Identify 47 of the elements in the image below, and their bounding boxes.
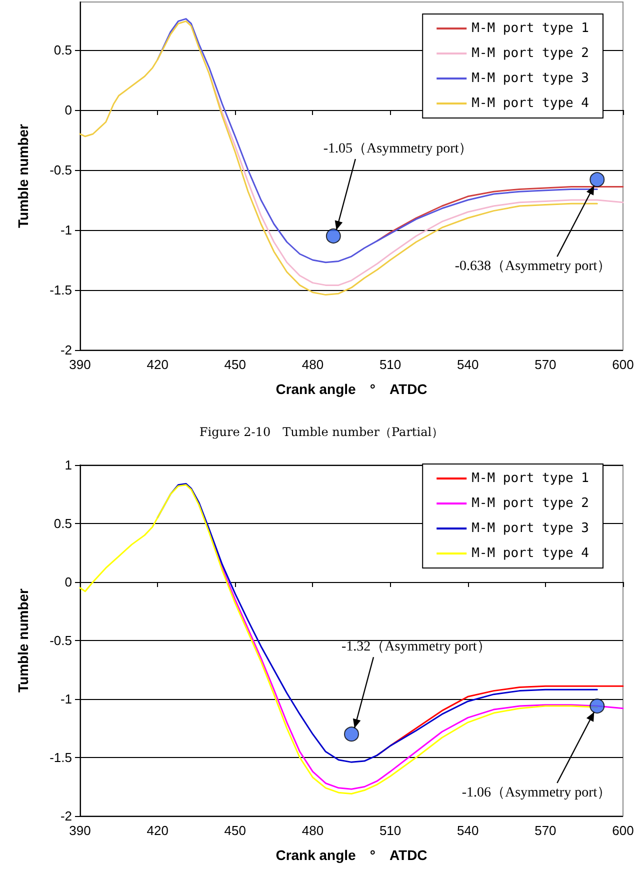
legend-label: M-M port type 4	[472, 546, 590, 561]
y-tick-label: -1	[60, 692, 72, 706]
x-tick-label: 450	[224, 357, 246, 372]
x-axis-title: Crank angle ° ATDC	[276, 847, 428, 863]
legend-label: M-M port type 3	[472, 71, 590, 86]
caption: Figure 2-10 Tumble number（Partial）	[199, 425, 444, 439]
x-tick-label: 600	[612, 823, 634, 838]
y-axis-title: Tumble number	[15, 588, 31, 692]
y-tick-label: 0.5	[54, 516, 72, 531]
x-tick-label: 570	[534, 357, 556, 372]
line-series	[79, 20, 598, 296]
y-tick-label: 1	[64, 458, 72, 472]
y-tick-label: -2	[60, 808, 72, 824]
x-tick-label: 390	[69, 823, 91, 838]
x-tick-label: 480	[302, 823, 324, 838]
x-tick-label: 420	[146, 357, 168, 372]
annotation: -0.638（Asymmetry port）	[454, 259, 612, 274]
annotation: -1.05（Asymmetry port）	[323, 142, 473, 156]
x-tick-label: 480	[302, 357, 324, 372]
y-tick-label: 0	[64, 574, 72, 590]
y-axis-title: Tumble number	[15, 123, 31, 228]
annotation: -1.06（Asymmetry port）	[462, 786, 612, 801]
y-tick-label: -0.5	[50, 633, 72, 648]
legend-label: M-M port type 1	[472, 471, 590, 486]
legend-label: M-M port type 2	[472, 496, 590, 511]
x-tick-label: 420	[146, 823, 168, 838]
y-tick-label: -2	[60, 342, 72, 358]
y-tick-label: 0.5	[54, 42, 72, 58]
x-tick-label: 510	[379, 823, 402, 838]
x-tick-label: 600	[612, 357, 634, 372]
x-axis-title: Crank angle ° ATDC	[276, 381, 428, 397]
y-tick-label: -1.5	[50, 282, 72, 298]
x-tick-label: 390	[69, 357, 91, 372]
x-tick-label: 510	[379, 357, 402, 372]
legend-label: M-M port type 1	[472, 21, 590, 36]
legend-label: M-M port type 4	[472, 96, 590, 111]
y-tick-label: 0	[64, 102, 72, 118]
annotation: -1.32（Asymmetry port）	[342, 640, 491, 655]
x-tick-label: 570	[534, 823, 556, 838]
y-tick-label: -0.5	[50, 162, 72, 178]
y-tick-label: -1.5	[50, 750, 72, 765]
x-tick-label: 540	[457, 357, 479, 372]
x-tick-label: 540	[457, 823, 479, 838]
legend-label: M-M port type 3	[472, 521, 590, 536]
x-tick-label: 450	[224, 823, 246, 838]
legend-label: M-M port type 2	[472, 46, 590, 61]
y-tick-label: -1	[60, 222, 72, 238]
